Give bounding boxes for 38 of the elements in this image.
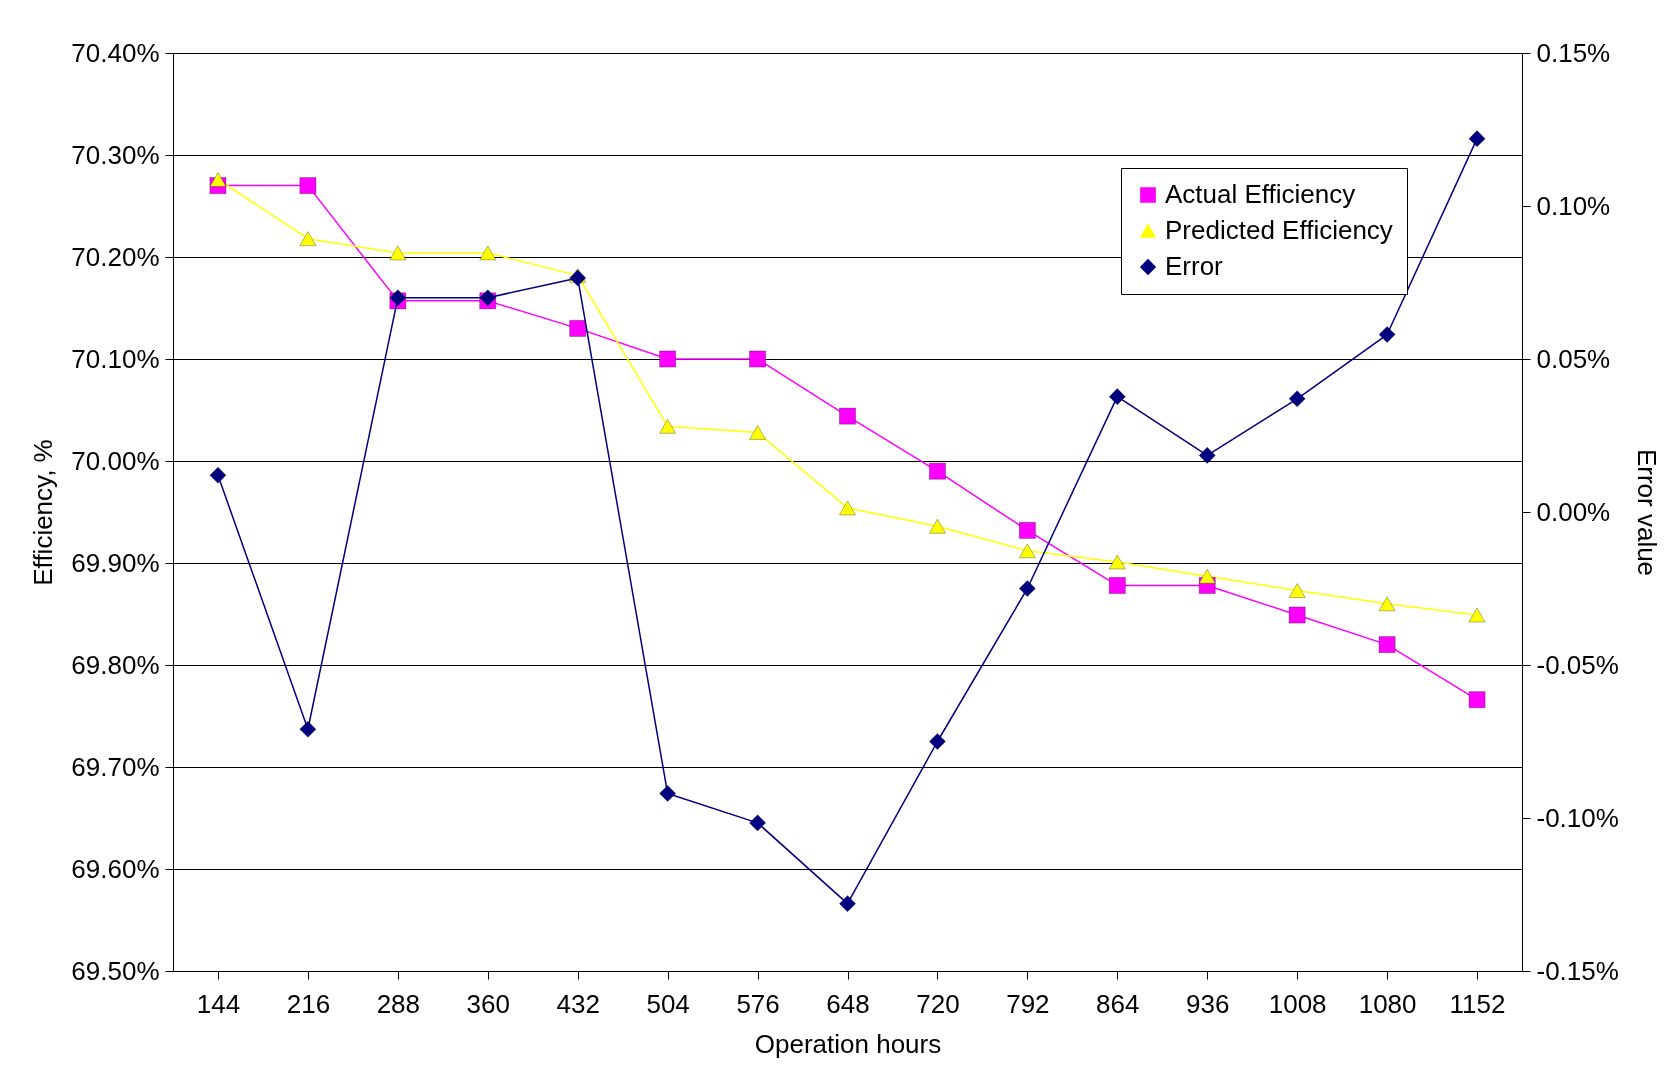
y2-tick-label: 0.05% [1536,343,1611,374]
y-tick-label: 70.40% [71,37,160,68]
x-axis-title: Operation hours [754,1028,942,1059]
x-tick-label: 936 [1186,988,1230,1019]
x-tick-label: 360 [466,988,510,1019]
legend-label: Error [1165,251,1224,281]
x-tick-label: 1008 [1268,988,1327,1019]
x-tick-label: 504 [646,988,690,1019]
x-tick-label: 648 [826,988,870,1019]
legend-label: Actual Efficiency [1165,179,1356,209]
y2-tick-label: 0.15% [1536,37,1611,68]
x-tick-label: 576 [736,988,780,1019]
y-tick-label: 69.70% [71,751,160,782]
x-tick-label: 864 [1096,988,1140,1019]
y2-tick-label: 0.00% [1536,496,1611,527]
y-tick-label: 69.90% [71,547,160,578]
x-tick-label: 792 [1006,988,1050,1019]
x-tick-label: 432 [556,988,600,1019]
y-tick-label: 69.80% [71,649,160,680]
x-tick-label: 144 [196,988,241,1019]
x-tick-label: 216 [286,988,331,1019]
y2-tick-label: -0.15% [1536,955,1619,986]
y2-tick-label: -0.05% [1536,649,1619,680]
x-tick-label: 1152 [1449,988,1506,1019]
x-tick-label: 288 [376,988,421,1019]
y-tick-label: 69.50% [71,955,160,986]
y-axis-title: Efficiency, % [28,439,59,586]
legend-label: Predicted Efficiency [1165,215,1393,245]
x-tick-label: 720 [916,988,960,1019]
y-tick-label: 70.10% [71,343,160,374]
y-tick-label: 70.30% [71,139,160,170]
y-tick-label: 70.20% [71,241,160,272]
y2-tick-label: -0.10% [1536,802,1619,833]
y2-tick-label: 0.10% [1536,190,1611,221]
x-tick-label: 1080 [1358,988,1417,1019]
y-tick-label: 69.60% [71,853,160,884]
y-tick-label: 70.00% [71,445,160,476]
y2-axis-title: Error value [1631,448,1662,577]
